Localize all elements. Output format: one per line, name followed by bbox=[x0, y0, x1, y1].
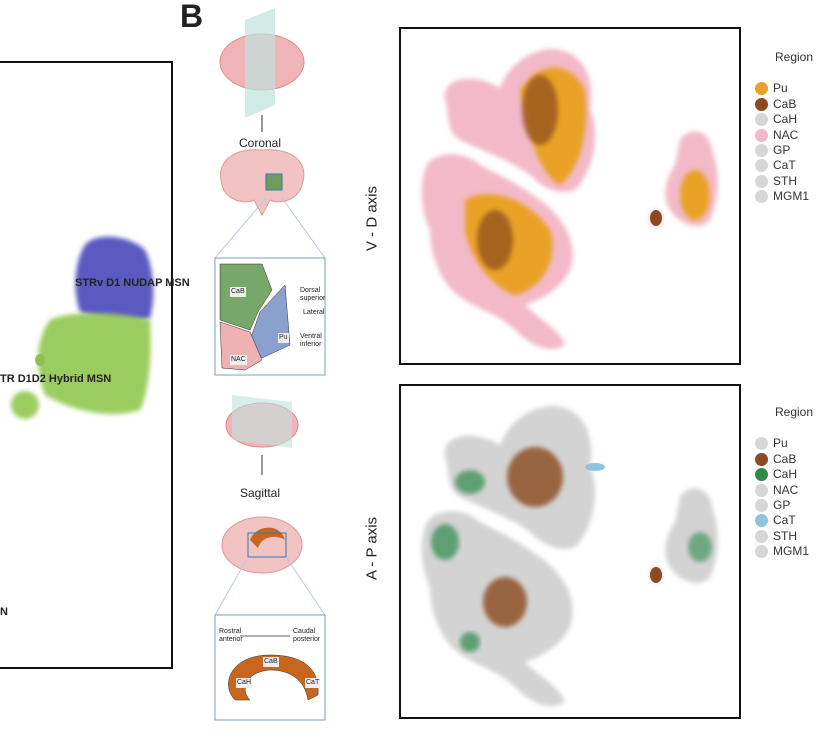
legend-label: CaB bbox=[773, 96, 797, 111]
legend-swatch bbox=[755, 499, 768, 513]
legend-item: Pu bbox=[755, 436, 813, 451]
legend-item: GP bbox=[755, 143, 813, 158]
axis-label: Lateral bbox=[303, 309, 325, 316]
legend-swatch bbox=[755, 452, 768, 466]
axis-label: Ventral inferior bbox=[300, 333, 322, 348]
legend-item: STH bbox=[755, 529, 813, 544]
region-label: CaB bbox=[230, 287, 246, 297]
legend-swatch bbox=[755, 159, 768, 173]
legend-label: NAC bbox=[773, 482, 799, 497]
legend-label: CaT bbox=[773, 158, 796, 173]
legend-item: NAC bbox=[755, 128, 813, 143]
legend-swatch bbox=[755, 174, 768, 188]
legend-item: CaH bbox=[755, 467, 813, 482]
legend-item: CaB bbox=[755, 452, 813, 467]
legend-swatch bbox=[755, 483, 768, 497]
section-label: Coronal bbox=[239, 136, 282, 150]
region-label: CaT bbox=[305, 678, 321, 688]
legend-label: CaH bbox=[773, 112, 798, 127]
legend-item: CaH bbox=[755, 112, 813, 127]
cluster-label: STRv D1 NUDAP MSN bbox=[75, 277, 190, 289]
legend-label: Pu bbox=[773, 436, 788, 451]
cluster-d1 bbox=[75, 236, 154, 322]
region-label: CaB bbox=[263, 657, 279, 667]
legend-item: STH bbox=[755, 174, 813, 189]
legend-label: STH bbox=[773, 528, 797, 543]
axis-title: A - P axis bbox=[363, 516, 381, 581]
brain-section bbox=[220, 149, 305, 217]
legend: Region Pu CaB CaH NAC GP CaT STH MGM1 bbox=[755, 405, 813, 560]
legend-swatch bbox=[755, 113, 768, 127]
left-box bbox=[0, 61, 173, 669]
legend-swatch bbox=[755, 82, 768, 96]
legend-label: CaT bbox=[773, 513, 796, 528]
legend-label: MGM1 bbox=[773, 544, 809, 559]
region-label: CaH bbox=[236, 678, 253, 688]
zoom bbox=[214, 556, 326, 616]
legend-item: CaT bbox=[755, 158, 813, 173]
legend-swatch bbox=[755, 468, 768, 482]
legend-swatch bbox=[755, 437, 768, 451]
legend-item: CaT bbox=[755, 513, 813, 528]
panel-label: B bbox=[180, 0, 204, 34]
legend-label: MGM1 bbox=[773, 189, 809, 204]
legend-swatch bbox=[755, 190, 768, 204]
region-cab bbox=[219, 263, 273, 331]
legend-swatch bbox=[755, 97, 768, 111]
plane bbox=[245, 8, 275, 118]
brain-section bbox=[221, 516, 303, 574]
legend: Region Pu CaB CaH NAC GP CaT STH MGM1 bbox=[755, 50, 813, 205]
axis-label: Caudal posterior bbox=[293, 628, 321, 643]
legend-label: Pu bbox=[773, 81, 788, 96]
cluster-small bbox=[35, 354, 45, 366]
cluster-hybrid bbox=[38, 313, 151, 415]
legend-swatch bbox=[755, 545, 768, 559]
legend-swatch bbox=[755, 144, 768, 158]
cluster-label: TR D1D2 Hybrid MSN bbox=[0, 373, 112, 385]
legend-item: GP bbox=[755, 498, 813, 513]
legend-label: CaB bbox=[773, 451, 797, 466]
legend-title: Region bbox=[775, 405, 814, 419]
legend-item: Pu bbox=[755, 81, 813, 96]
inset-marker bbox=[247, 532, 287, 558]
legend-label: STH bbox=[773, 173, 797, 188]
axis-label: Dorsal superior bbox=[300, 287, 326, 302]
inset-marker bbox=[265, 173, 283, 191]
region-label: NAC bbox=[230, 355, 247, 365]
axis-label: Rostral anterior bbox=[219, 628, 243, 643]
legend-label: GP bbox=[773, 143, 791, 158]
legend-title: Region bbox=[775, 50, 814, 64]
legend-swatch bbox=[755, 529, 768, 543]
zoom bbox=[214, 197, 326, 259]
cluster-small bbox=[11, 391, 39, 419]
legend-label: CaH bbox=[773, 467, 798, 482]
legend-item: NAC bbox=[755, 483, 813, 498]
legend-label: NAC bbox=[773, 127, 799, 142]
umap-cloud bbox=[421, 49, 718, 350]
cluster-label: N bbox=[0, 606, 8, 618]
section-label: Sagittal bbox=[240, 486, 281, 500]
legend-item: MGM1 bbox=[755, 189, 813, 204]
legend-item: CaB bbox=[755, 97, 813, 112]
region-label: Pu bbox=[278, 333, 289, 343]
axis-title: V - D axis bbox=[363, 186, 381, 252]
plane bbox=[232, 395, 292, 448]
legend-label: GP bbox=[773, 498, 791, 513]
umap-cloud bbox=[421, 406, 718, 707]
legend-swatch bbox=[755, 514, 768, 528]
legend-item: MGM1 bbox=[755, 544, 813, 559]
legend-swatch bbox=[755, 128, 768, 142]
